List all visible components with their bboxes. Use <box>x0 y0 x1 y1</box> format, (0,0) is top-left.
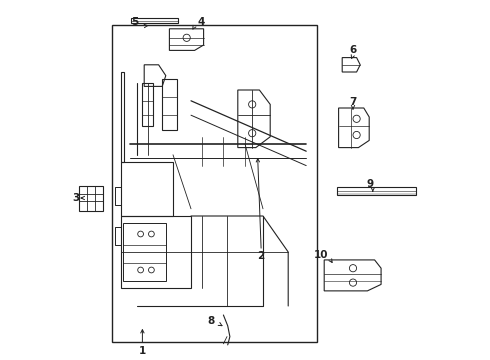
Text: 4: 4 <box>197 17 205 27</box>
Text: 10: 10 <box>313 250 328 260</box>
Text: 1: 1 <box>139 346 146 356</box>
Text: 8: 8 <box>207 316 215 326</box>
Text: 9: 9 <box>367 179 373 189</box>
Text: 6: 6 <box>349 45 357 55</box>
Text: 5: 5 <box>132 17 139 27</box>
Text: 7: 7 <box>349 96 357 107</box>
Bar <box>112 25 317 342</box>
Text: 3: 3 <box>72 193 79 203</box>
Text: 2: 2 <box>258 251 265 261</box>
